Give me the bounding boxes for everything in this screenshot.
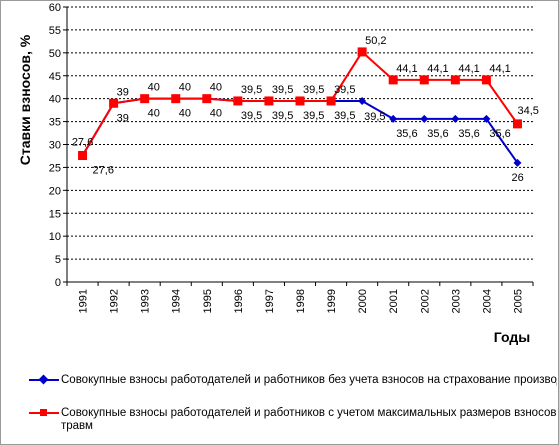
y-tick-label: 45 — [49, 71, 61, 83]
diamond-marker — [420, 114, 429, 123]
y-tick-label: 40 — [49, 94, 61, 106]
data-label-blue: 40 — [148, 108, 160, 120]
y-axis-title: Ставки взносов, % — [17, 34, 33, 165]
data-label-blue: 40 — [179, 108, 191, 120]
diamond-marker — [513, 158, 522, 167]
square-marker — [481, 75, 491, 85]
x-tick-label: 2002 — [419, 289, 431, 313]
y-tick-label: 35 — [49, 117, 61, 129]
data-label-blue: 26 — [511, 172, 523, 184]
square-marker — [450, 75, 460, 85]
diamond-marker — [451, 114, 460, 123]
data-labels: 27,6 39 40 40 40 39,5 39,5 39,5 39,5 50,2 44,1 44,1… — [72, 35, 539, 184]
legend-diamond-marker-icon — [38, 374, 49, 385]
square-marker — [326, 96, 336, 106]
square-marker — [419, 75, 429, 85]
y-tick-label: 25 — [49, 162, 61, 174]
diamond-marker — [358, 96, 367, 105]
data-label-red: 27,6 — [72, 137, 93, 149]
data-label-blue: 27,6 — [93, 165, 114, 177]
square-marker — [78, 151, 88, 160]
data-label-red: 40 — [210, 82, 222, 94]
x-tick-label: 1997 — [264, 289, 276, 313]
square-marker — [140, 94, 150, 104]
data-label-blue: 39 — [117, 112, 129, 124]
x-axis-title: Годы — [494, 329, 530, 345]
y-tick-label: 5 — [55, 254, 61, 266]
x-tick-label: 1992 — [109, 289, 121, 313]
data-label-red: 44,1 — [396, 63, 417, 75]
square-marker — [512, 119, 522, 129]
data-label-red: 39,5 — [241, 84, 262, 96]
data-label-red: 44,1 — [427, 63, 448, 75]
series-layer — [78, 47, 522, 167]
legend-item-series-1: Совокупные взносы работодателей и работн… — [27, 374, 557, 402]
data-label-blue: 39,5 — [241, 110, 262, 122]
y-tick-label: 50 — [49, 48, 61, 60]
data-label-blue: 35,6 — [458, 128, 479, 140]
data-label-blue: 39,5 — [364, 111, 385, 123]
data-label-red: 44,1 — [489, 63, 510, 75]
y-tick-label: 55 — [49, 25, 61, 37]
x-tick-label: 1991 — [78, 289, 90, 313]
square-marker — [388, 75, 398, 85]
data-label-blue: 39,5 — [303, 110, 324, 122]
square-marker — [233, 96, 243, 106]
data-label-red: 50,2 — [365, 35, 386, 47]
diamond-marker — [389, 114, 398, 123]
y-tick-label: 15 — [49, 208, 61, 220]
legend-square-marker-icon — [40, 409, 47, 416]
data-label-blue: 40 — [210, 108, 222, 120]
data-label-red: 40 — [179, 82, 191, 94]
square-marker — [357, 47, 367, 57]
legend-item-series-2: Совокупные взносы работодателей и работн… — [27, 407, 557, 435]
data-label-blue: 35,6 — [489, 128, 510, 140]
legend-label: Совокупные взносы работодателей и работн… — [61, 407, 557, 432]
square-marker — [109, 98, 119, 108]
data-label-red: 44,1 — [458, 63, 479, 75]
x-tick-label: 1994 — [171, 289, 183, 313]
data-label-red: 39 — [117, 86, 129, 98]
x-tick-label: 1996 — [233, 289, 245, 313]
x-tick-label: 2003 — [450, 289, 462, 313]
diamond-marker — [482, 114, 491, 123]
x-tick-label: 2005 — [512, 289, 524, 313]
y-tick-label: 60 — [49, 2, 61, 14]
data-label-red: 40 — [148, 82, 160, 94]
data-label-blue: 35,6 — [396, 128, 417, 140]
x-tick-label: 1998 — [295, 289, 307, 313]
square-marker — [171, 94, 181, 104]
x-tick-label: 2004 — [481, 289, 493, 313]
y-tick-label: 30 — [49, 140, 61, 152]
axes: 0 5 10 15 20 25 30 35 40 45 50 55 60 1991 1992 1993 1994… — [49, 2, 534, 313]
y-tick-label: 20 — [49, 185, 61, 197]
square-marker — [202, 94, 212, 104]
legend: Совокупные взносы работодателей и работн… — [27, 374, 557, 440]
data-label-red: 39,5 — [334, 84, 355, 96]
data-label-red: 39,5 — [272, 84, 293, 96]
y-tick-label: 10 — [49, 231, 61, 243]
square-marker — [264, 96, 274, 106]
x-tick-label: 1995 — [202, 289, 214, 313]
x-tick-label: 2000 — [357, 289, 369, 313]
data-label-blue: 39,5 — [334, 110, 355, 122]
x-tick-label: 1999 — [326, 289, 338, 313]
data-label-blue: 39,5 — [272, 110, 293, 122]
square-marker — [295, 96, 305, 106]
data-label-red: 34,5 — [517, 105, 538, 117]
data-label-blue: 35,6 — [427, 128, 448, 140]
y-tick-label: 0 — [55, 277, 61, 289]
legend-label: Совокупные взносы работодателей и работн… — [61, 374, 557, 386]
x-tick-label: 1993 — [140, 289, 152, 313]
x-tick-label: 2001 — [388, 289, 400, 313]
data-label-red: 39,5 — [303, 84, 324, 96]
